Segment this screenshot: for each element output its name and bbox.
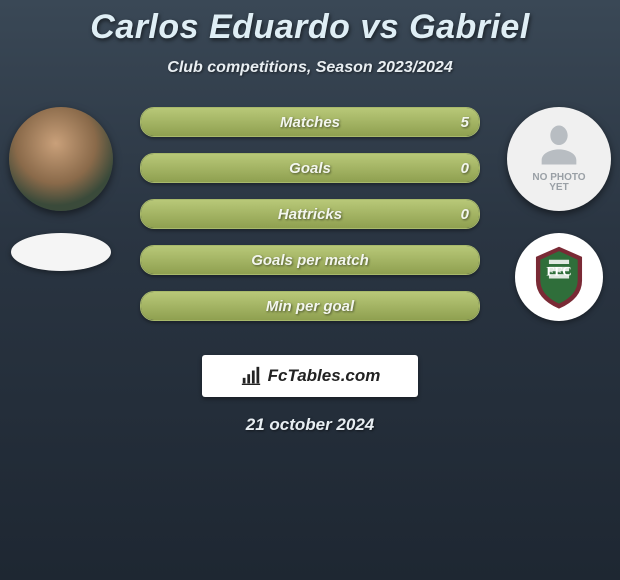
- player-right-avatar-placeholder: NO PHOTO YET: [507, 107, 611, 211]
- stat-row-goals: Goals 0: [140, 153, 480, 183]
- date-text: 21 october 2024: [0, 415, 620, 435]
- no-photo-text: NO PHOTO YET: [532, 173, 585, 194]
- stat-value: 0: [461, 200, 469, 228]
- player-left-column: [6, 107, 116, 271]
- stat-row-matches: Matches 5: [140, 107, 480, 137]
- comparison-content: Matches 5 Goals 0 Hattricks 0 Goals per …: [0, 107, 620, 347]
- stat-label: Goals per match: [141, 246, 479, 274]
- player-left-avatar: [9, 107, 113, 211]
- page-title: Carlos Eduardo vs Gabriel: [0, 0, 620, 47]
- svg-text:FFC: FFC: [546, 264, 571, 279]
- stat-row-min-per-goal: Min per goal: [140, 291, 480, 321]
- no-photo-line2: YET: [549, 182, 568, 193]
- stat-label: Matches: [141, 108, 479, 136]
- fluminense-crest-icon: FFC: [523, 241, 595, 313]
- brand-text: FcTables.com: [268, 366, 381, 386]
- stat-row-goals-per-match: Goals per match: [140, 245, 480, 275]
- stat-label: Hattricks: [141, 200, 479, 228]
- stat-label: Min per goal: [141, 292, 479, 320]
- stat-value: 5: [461, 108, 469, 136]
- stats-bars: Matches 5 Goals 0 Hattricks 0 Goals per …: [140, 107, 480, 337]
- brand-logo: FcTables.com: [202, 355, 418, 397]
- stat-value: 0: [461, 154, 469, 182]
- bar-chart-icon: [240, 365, 262, 387]
- no-photo-line1: NO PHOTO: [532, 172, 585, 183]
- player-right-column: NO PHOTO YET FFC: [504, 107, 614, 321]
- player-left-club-badge: [11, 233, 111, 271]
- player-right-club-crest: FFC: [515, 233, 603, 321]
- stat-row-hattricks: Hattricks 0: [140, 199, 480, 229]
- page-subtitle: Club competitions, Season 2023/2024: [0, 59, 620, 77]
- stat-label: Goals: [141, 154, 479, 182]
- person-silhouette-icon: [533, 119, 585, 171]
